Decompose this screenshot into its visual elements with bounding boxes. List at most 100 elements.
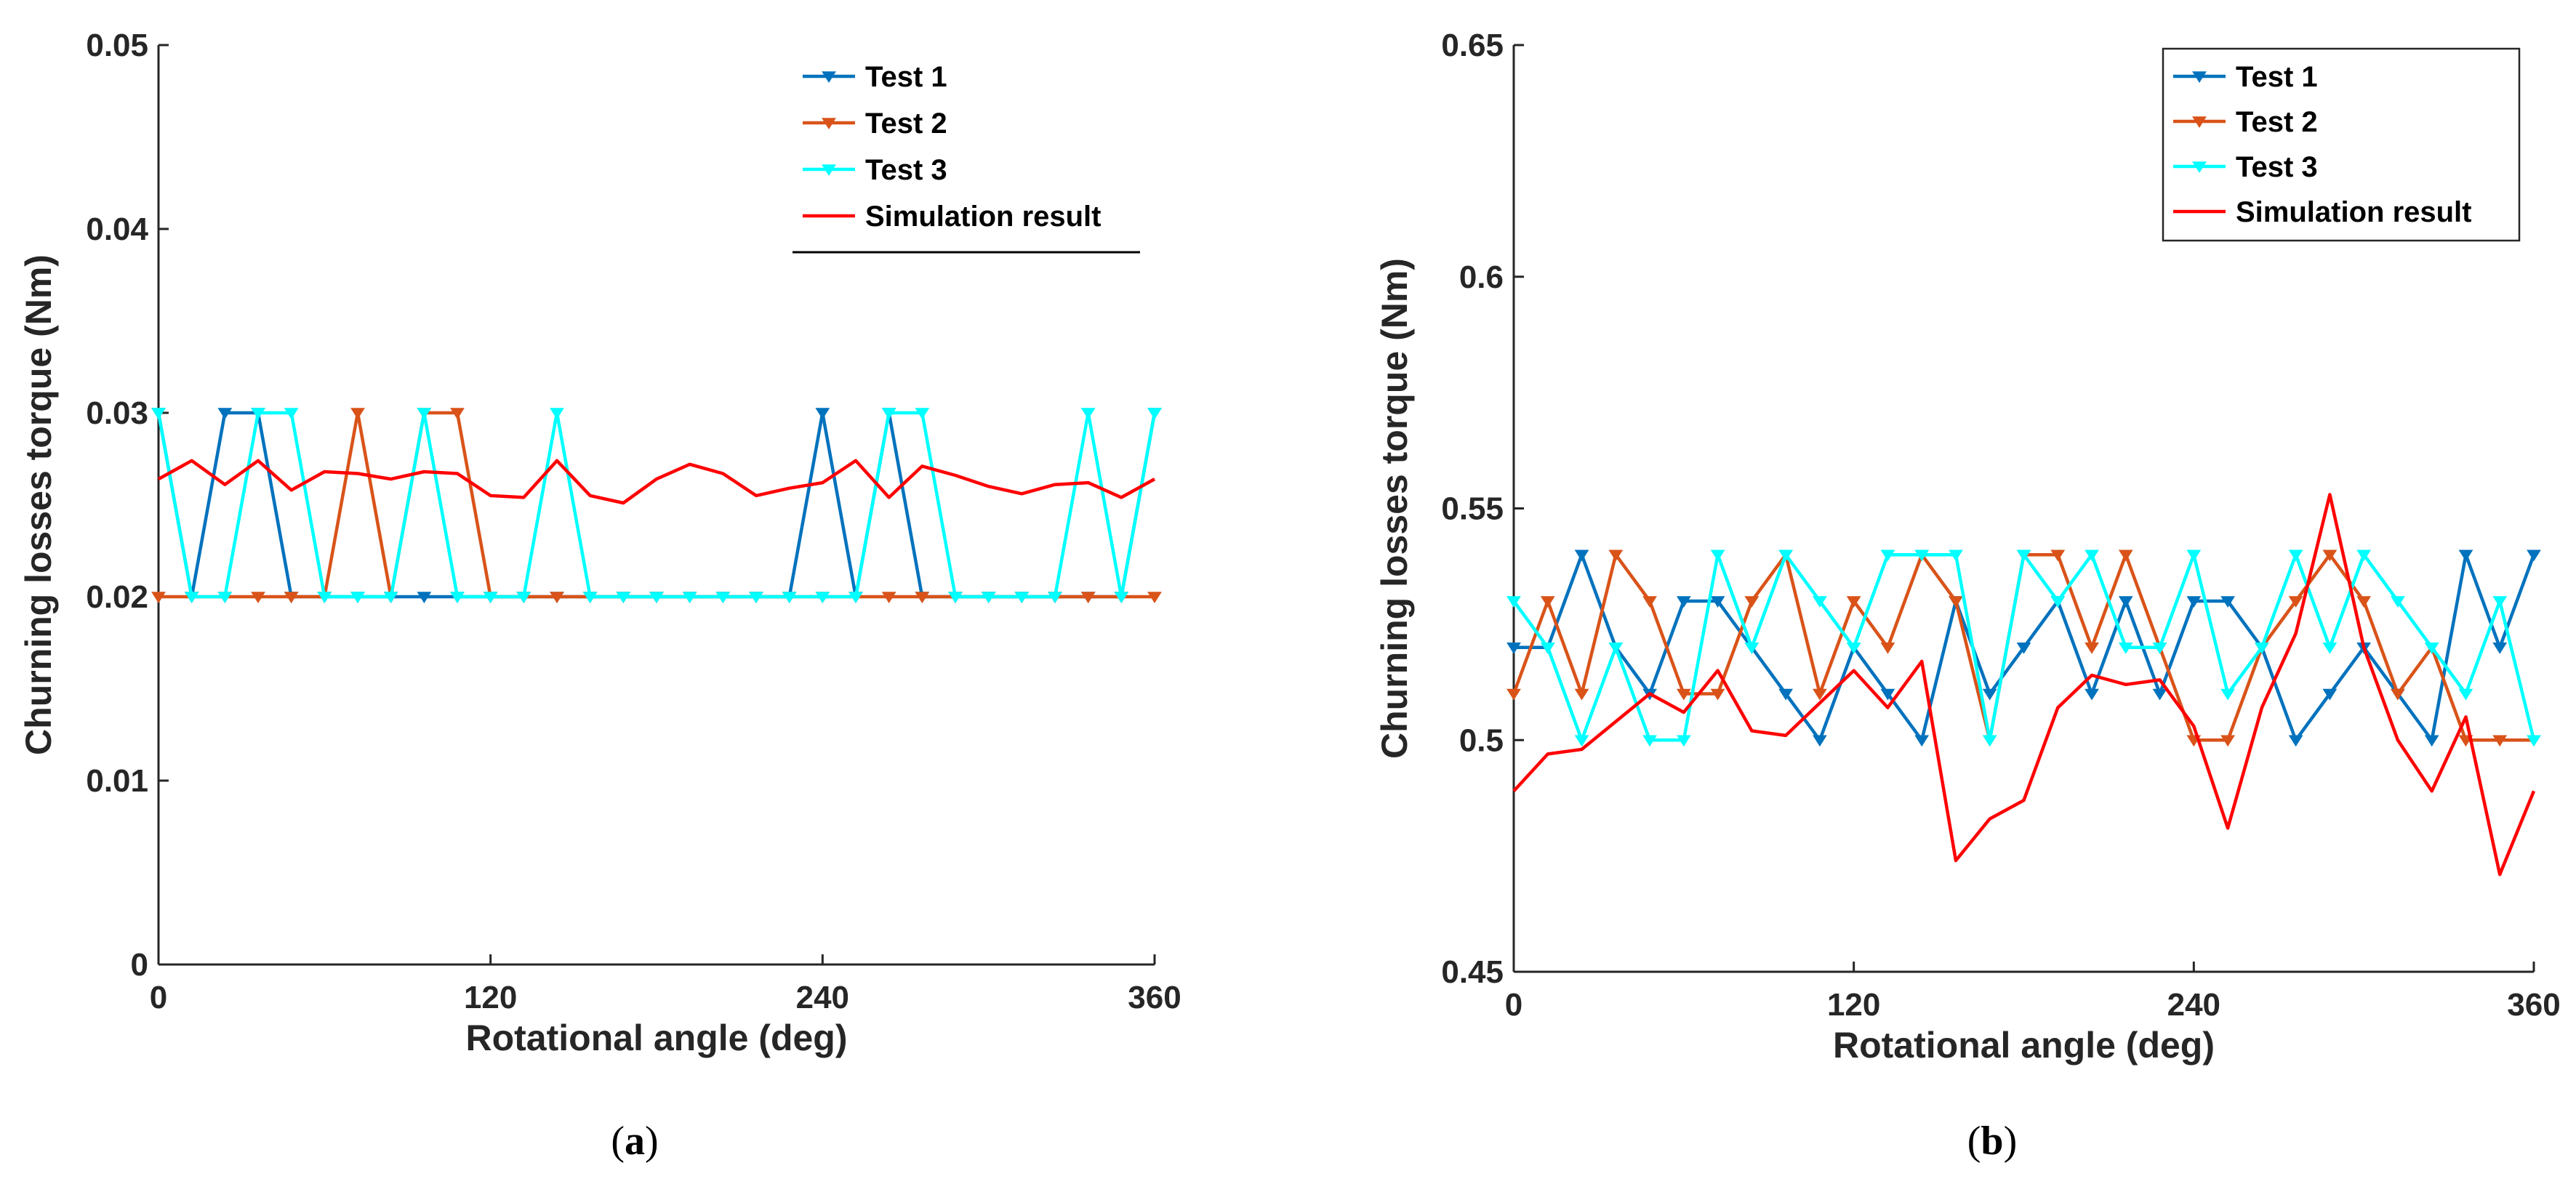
data-point: [284, 592, 299, 604]
x-tick-label: 360: [1128, 980, 1181, 1015]
data-point: [582, 592, 598, 604]
data-point: [516, 592, 531, 604]
legend-marker: [822, 164, 836, 177]
data-point: [2220, 596, 2236, 608]
data-point: [1914, 735, 1930, 747]
data-point: [881, 592, 896, 604]
data-point: [1846, 642, 1861, 654]
legend-label: Simulation result: [865, 201, 1102, 233]
data-point: [2016, 549, 2031, 562]
y-tick-label: 0.01: [86, 763, 148, 799]
data-point: [2458, 688, 2473, 701]
y-axis-label: Churning losses torque (Nm): [18, 254, 59, 755]
data-point: [1880, 688, 1895, 701]
data-point: [2322, 642, 2338, 654]
data-point: [550, 592, 564, 604]
data-point: [2016, 642, 2031, 654]
data-point: [1949, 596, 1963, 608]
caption-b: (b): [1967, 1119, 2017, 1164]
data-point: [1114, 592, 1129, 604]
x-axis-label: Rotational angle (deg): [1833, 1025, 2215, 1066]
y-tick-label: 0.5: [1459, 722, 1504, 758]
data-point: [815, 592, 830, 604]
x-tick-label: 0: [150, 980, 167, 1015]
data-point: [251, 592, 265, 604]
data-point: [2492, 596, 2508, 608]
data-point: [682, 592, 697, 604]
data-point: [1812, 735, 1827, 747]
data-point: [317, 592, 332, 604]
data-point: [251, 408, 265, 420]
data-point: [184, 592, 199, 604]
data-point: [948, 592, 963, 604]
data-point: [2322, 688, 2338, 701]
data-point: [1642, 596, 1657, 608]
legend-label: Test 1: [865, 61, 947, 93]
data-point: [1744, 596, 1760, 608]
data-point: [350, 408, 365, 420]
data-point: [2118, 549, 2133, 562]
legend-marker: [822, 71, 836, 84]
y-tick-label: 0.65: [1441, 28, 1504, 63]
data-point: [915, 592, 930, 604]
data-point: [1676, 735, 1691, 747]
data-point: [2152, 688, 2167, 701]
data-point: [2492, 642, 2508, 654]
legend-label: Test 3: [2236, 151, 2318, 183]
data-point: [1080, 408, 1096, 420]
data-point: [881, 408, 896, 420]
data-point: [1914, 549, 1930, 562]
data-point: [2085, 688, 2099, 701]
data-point: [981, 592, 996, 604]
data-point: [1506, 688, 1521, 701]
data-point: [1676, 688, 1691, 701]
legend-label: Test 2: [865, 108, 947, 140]
data-point: [2356, 549, 2372, 562]
y-tick-label: 0.45: [1441, 954, 1504, 990]
legend-box: [2162, 47, 2521, 242]
data-point: [2458, 549, 2473, 562]
data-point: [2254, 642, 2269, 654]
data-point: [1642, 735, 1657, 747]
data-point: [616, 592, 631, 604]
data-point: [715, 592, 731, 604]
data-point: [151, 592, 166, 604]
data-point: [417, 408, 432, 420]
data-point: [217, 408, 233, 420]
y-tick-label: 0.6: [1459, 259, 1504, 295]
data-point: [2186, 549, 2202, 562]
legend-marker: [822, 118, 836, 130]
y-tick-label: 0.03: [86, 395, 148, 431]
data-point: [1812, 596, 1827, 608]
y-tick-label: 0.04: [86, 212, 148, 247]
data-point: [782, 592, 797, 604]
legend-label: Test 3: [865, 154, 947, 186]
caption-a: (a): [611, 1119, 658, 1164]
data-point: [1014, 592, 1030, 604]
data-point: [915, 408, 930, 420]
y-axis-label: Churning losses torque (Nm): [1374, 258, 1415, 759]
data-point: [2391, 688, 2405, 701]
data-point: [2288, 549, 2303, 562]
data-point: [1880, 549, 1895, 562]
data-point: [151, 408, 166, 420]
data-point: [1778, 688, 1794, 701]
data-point: [2085, 642, 2099, 654]
data-point: [2152, 642, 2167, 654]
y-tick-label: 0: [131, 947, 148, 983]
data-point: [550, 408, 564, 420]
data-point: [2220, 735, 2236, 747]
legend-label: Simulation result: [2236, 196, 2472, 228]
legend-marker: [2192, 116, 2207, 129]
data-point: [2118, 642, 2133, 654]
data-point: [1676, 596, 1691, 608]
data-point: [1574, 735, 1589, 747]
chart-a: 0 0.01 0.02 0.03 0.04 0.05 0 120 240 360 Rotationa…: [18, 28, 1181, 1058]
data-point: [1982, 688, 1997, 701]
x-tick-label: 120: [1827, 987, 1880, 1023]
data-point: [1778, 549, 1794, 562]
data-point: [749, 592, 763, 604]
data-point: [284, 408, 299, 420]
legend-marker: [2192, 71, 2207, 84]
data-point: [1506, 596, 1521, 608]
